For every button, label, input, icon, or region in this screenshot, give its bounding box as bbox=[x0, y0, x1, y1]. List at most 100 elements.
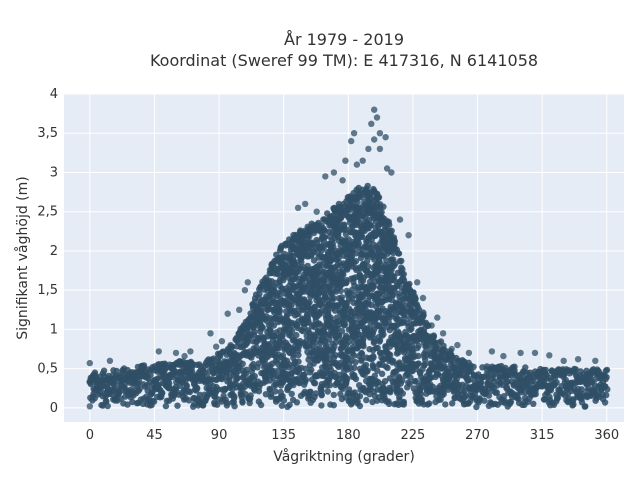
data-point bbox=[415, 360, 422, 367]
data-point bbox=[147, 371, 154, 379]
data-point bbox=[371, 136, 378, 143]
data-point bbox=[406, 280, 413, 288]
data-point bbox=[332, 352, 339, 359]
data-point bbox=[241, 287, 249, 294]
data-point bbox=[330, 294, 337, 302]
data-point bbox=[426, 400, 433, 407]
data-point bbox=[353, 161, 361, 168]
data-point bbox=[183, 382, 190, 389]
data-point bbox=[294, 204, 302, 211]
data-point bbox=[150, 398, 158, 405]
data-point bbox=[243, 366, 250, 373]
y-tick-label: 0 bbox=[50, 401, 58, 416]
data-point bbox=[399, 390, 406, 397]
data-point bbox=[388, 227, 395, 234]
data-point bbox=[601, 399, 609, 406]
data-point bbox=[280, 397, 288, 404]
data-point bbox=[295, 379, 303, 387]
data-point bbox=[194, 385, 201, 392]
x-tick-label: 225 bbox=[401, 428, 426, 443]
data-point bbox=[419, 312, 427, 319]
x-tick-labels: 0 45 90 135 180 225 270 315 360 bbox=[86, 428, 619, 443]
data-point bbox=[363, 396, 370, 404]
data-point bbox=[380, 203, 387, 210]
data-point bbox=[364, 263, 372, 270]
data-point bbox=[348, 137, 355, 145]
data-point bbox=[158, 390, 166, 397]
x-tick-label: 315 bbox=[530, 428, 555, 443]
data-point bbox=[316, 290, 323, 297]
data-point bbox=[364, 257, 371, 265]
data-point bbox=[398, 257, 405, 265]
data-point bbox=[546, 352, 553, 359]
data-point bbox=[276, 308, 283, 315]
data-point bbox=[286, 401, 293, 409]
data-point bbox=[295, 351, 302, 359]
x-tick-label: 90 bbox=[211, 428, 228, 443]
data-point bbox=[448, 345, 455, 353]
data-point bbox=[186, 388, 194, 396]
data-point bbox=[359, 233, 366, 241]
data-point bbox=[375, 194, 383, 201]
data-point bbox=[317, 386, 325, 393]
data-point bbox=[370, 363, 377, 370]
data-point bbox=[442, 401, 449, 408]
data-point bbox=[384, 364, 391, 372]
y-tick-label: 2,5 bbox=[37, 205, 58, 220]
data-point bbox=[382, 134, 389, 141]
data-point bbox=[214, 401, 221, 408]
data-point bbox=[376, 145, 384, 153]
data-point bbox=[207, 330, 214, 337]
data-point bbox=[603, 366, 611, 374]
data-point bbox=[309, 241, 316, 248]
data-point bbox=[100, 367, 108, 374]
data-point bbox=[356, 402, 364, 410]
data-point bbox=[405, 232, 412, 239]
data-point bbox=[218, 338, 226, 345]
data-point bbox=[517, 349, 524, 357]
data-point bbox=[291, 283, 298, 290]
data-point bbox=[337, 287, 344, 294]
data-point bbox=[330, 169, 338, 176]
x-tick-label: 0 bbox=[86, 428, 94, 443]
data-point bbox=[251, 328, 258, 336]
data-point bbox=[391, 240, 398, 248]
data-point bbox=[279, 332, 286, 339]
data-point bbox=[364, 182, 371, 190]
data-point bbox=[352, 375, 360, 383]
data-point bbox=[313, 208, 320, 215]
data-point bbox=[342, 157, 349, 164]
data-point bbox=[293, 399, 301, 406]
data-point bbox=[362, 361, 370, 369]
data-point bbox=[234, 374, 241, 382]
data-point bbox=[574, 356, 582, 363]
data-point bbox=[341, 321, 349, 328]
data-point bbox=[421, 362, 428, 369]
data-point bbox=[515, 395, 522, 403]
data-point bbox=[356, 393, 364, 400]
data-point bbox=[386, 221, 393, 228]
data-point bbox=[324, 388, 331, 395]
data-point bbox=[378, 208, 385, 216]
data-point bbox=[352, 258, 360, 265]
data-point bbox=[302, 378, 309, 385]
data-point bbox=[288, 390, 295, 398]
data-point bbox=[302, 200, 309, 208]
y-tick-label: 4 bbox=[50, 87, 58, 102]
data-point bbox=[465, 349, 473, 357]
data-point bbox=[330, 402, 337, 409]
data-point bbox=[272, 388, 279, 395]
data-point bbox=[231, 403, 238, 410]
data-point bbox=[280, 277, 287, 284]
data-point bbox=[244, 279, 251, 286]
data-point bbox=[295, 358, 302, 365]
y-tick-label: 0,5 bbox=[37, 362, 58, 377]
data-point bbox=[257, 401, 265, 409]
data-point bbox=[530, 400, 537, 407]
data-point bbox=[339, 177, 346, 184]
data-point bbox=[301, 371, 308, 378]
data-point bbox=[358, 356, 365, 363]
data-point bbox=[368, 120, 375, 128]
data-point bbox=[262, 391, 270, 398]
